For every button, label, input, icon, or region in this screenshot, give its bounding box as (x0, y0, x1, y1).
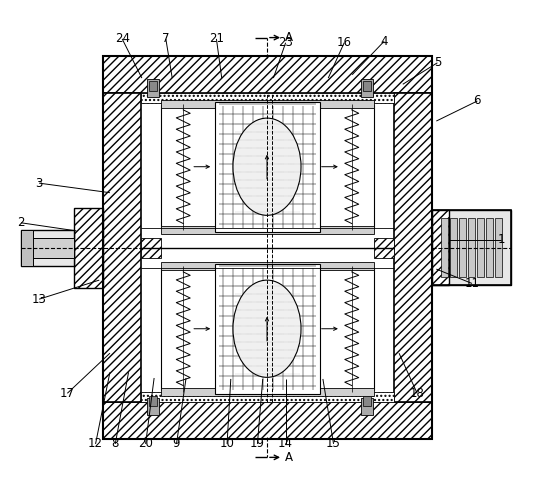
Bar (142, 391, 394, 401)
Text: 5: 5 (434, 57, 441, 69)
Bar (161, 262, 374, 270)
Ellipse shape (233, 118, 301, 216)
Text: 19: 19 (250, 437, 265, 450)
Polygon shape (431, 210, 450, 285)
Bar (363, 396, 371, 406)
Text: A: A (285, 451, 293, 464)
Bar (431, 210, 511, 285)
Bar (147, 398, 159, 415)
Bar (486, 218, 493, 277)
Bar (374, 238, 394, 258)
Text: 18: 18 (410, 387, 425, 400)
Bar (363, 81, 371, 91)
Bar (361, 398, 373, 415)
Bar (161, 100, 374, 108)
Bar (104, 56, 431, 93)
Bar (161, 226, 374, 234)
Text: 16: 16 (337, 36, 352, 49)
Text: 7: 7 (162, 33, 170, 46)
Text: 8: 8 (112, 437, 119, 450)
Bar (142, 238, 161, 258)
Text: 14: 14 (278, 437, 293, 450)
Bar (215, 102, 320, 231)
Bar (142, 93, 394, 103)
Text: 12: 12 (88, 437, 103, 450)
Bar (442, 218, 449, 277)
Text: 4: 4 (380, 35, 388, 48)
Bar (394, 93, 431, 401)
Text: 21: 21 (209, 33, 224, 46)
Bar (21, 230, 74, 266)
Text: 3: 3 (35, 177, 43, 190)
Bar (104, 93, 142, 401)
Bar (104, 56, 431, 439)
Text: 20: 20 (138, 437, 153, 450)
Bar (468, 218, 475, 277)
Ellipse shape (233, 280, 301, 377)
Bar (215, 264, 320, 394)
Polygon shape (74, 208, 104, 288)
Text: 9: 9 (172, 437, 180, 450)
Bar (496, 218, 502, 277)
Text: 10: 10 (219, 437, 234, 450)
Bar (161, 105, 374, 228)
Bar (150, 81, 158, 91)
Text: 24: 24 (115, 33, 130, 46)
Bar (459, 218, 466, 277)
Text: A: A (285, 31, 293, 44)
Bar (451, 218, 458, 277)
Bar (361, 80, 373, 97)
Text: 11: 11 (465, 277, 480, 290)
Bar (477, 218, 484, 277)
Text: 23: 23 (278, 36, 293, 49)
Bar (431, 210, 511, 285)
Bar (147, 80, 159, 97)
Text: 17: 17 (60, 387, 75, 400)
Bar (150, 396, 158, 406)
Bar (21, 238, 74, 258)
Text: 2: 2 (17, 217, 25, 229)
Text: 6: 6 (474, 94, 481, 107)
Bar (104, 401, 431, 439)
Bar (161, 268, 374, 389)
Text: 15: 15 (326, 437, 341, 450)
Text: 1: 1 (498, 233, 505, 246)
Text: 13: 13 (32, 293, 46, 306)
Bar (21, 230, 33, 266)
Bar (161, 388, 374, 396)
